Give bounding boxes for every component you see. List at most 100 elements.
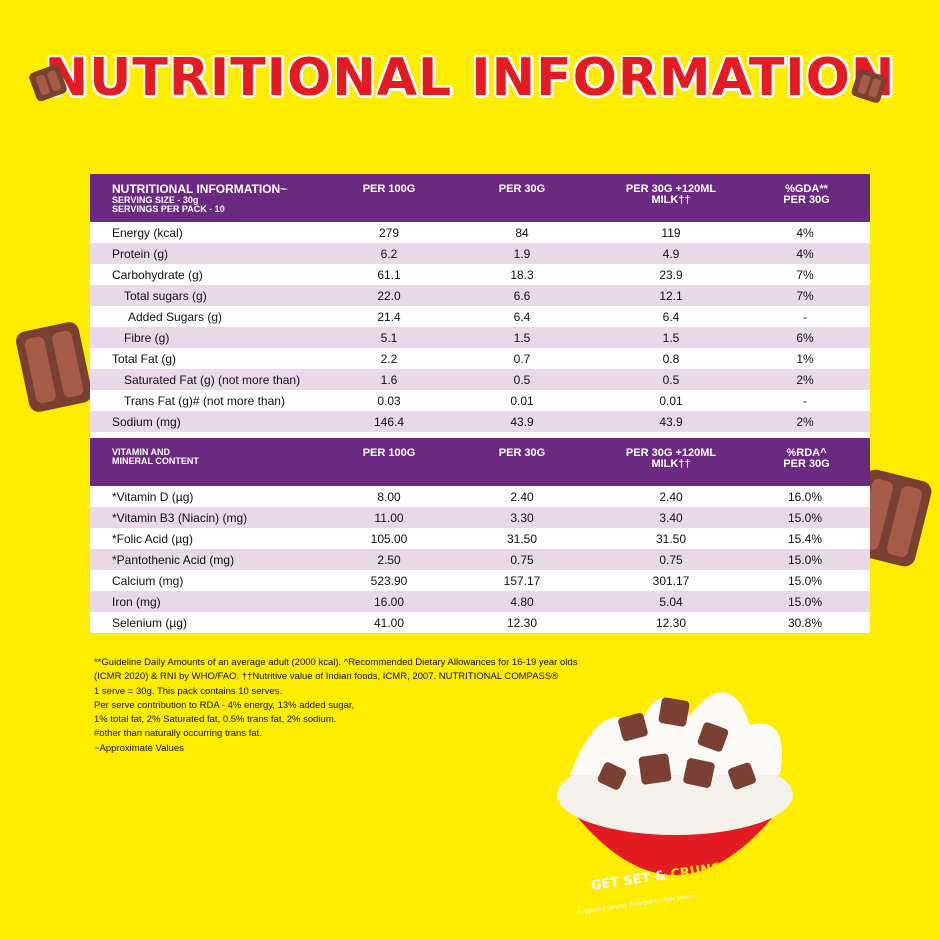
value-gda: 4% — [796, 225, 814, 240]
header-per-30g: PER 30G — [439, 174, 602, 222]
value-gda: - — [803, 393, 807, 408]
cereal-flake-left — [9, 315, 98, 418]
vitamin-label: *Vitamin B3 (Niacin) (mg) — [90, 507, 336, 528]
footnotes: **Guideline Daily Amounts of an average … — [94, 656, 578, 756]
vitamin-label: Selenium (µg) — [112, 615, 187, 630]
value-per-100g: 8.00 — [377, 489, 401, 504]
value-per-30g-milk: 31.50 — [655, 531, 687, 546]
value-per-30g-milk: 5.04 — [602, 591, 740, 612]
value-per-100g: 5.1 — [336, 327, 442, 348]
value-per-100g: 279 — [378, 225, 400, 240]
value-gda: 2% — [740, 411, 870, 432]
vitamin-label: *Vitamin D (µg) — [112, 489, 194, 504]
value-per-30g: 4.80 — [442, 591, 602, 612]
nutrient-label: Protein (g) — [90, 243, 336, 264]
nutrition-row: Added Sugars (g) 21.4 6.4 6.4 - — [90, 306, 870, 327]
value-per-30g-milk: 301.17 — [652, 573, 690, 588]
value-per-30g-milk: 0.01 — [659, 393, 683, 408]
value-per-30g-milk: 4.9 — [602, 243, 740, 264]
vitamin-row: Calcium (mg) 523.90 157.17 301.17 15.0% — [90, 570, 870, 591]
nutrition-header-label: NUTRITIONAL INFORMATION~ SERVING SIZE - … — [90, 174, 336, 222]
value-rda: 15.0% — [740, 591, 870, 612]
value-per-100g: 0.03 — [377, 393, 401, 408]
nutrition-row: Saturated Fat (g) (not more than) 1.6 0.5 0… — [90, 369, 870, 390]
nutrition-row: Total Fat (g) 2.2 0.7 0.8 1% — [90, 348, 870, 369]
value-gda: 2% — [740, 369, 870, 390]
cereal-flake-top-left — [25, 61, 70, 105]
value-per-100g: 21.4 — [377, 309, 401, 324]
value-per-100g: 2.50 — [336, 549, 442, 570]
value-per-30g: 31.50 — [506, 531, 538, 546]
nutrition-table-panel: NUTRITIONAL INFORMATION~ SERVING SIZE - … — [90, 174, 870, 633]
nutrient-label: Sodium (mg) — [90, 411, 336, 432]
value-gda: 4% — [740, 243, 870, 264]
vit-header-per-100g: PER 100G — [333, 438, 442, 486]
nutrient-label: Carbohydrate (g) — [112, 267, 203, 282]
value-per-30g-milk: 0.5 — [602, 369, 740, 390]
value-per-30g-milk: 119 — [661, 225, 681, 240]
vitamin-header-row: VITAMIN AND MINERAL CONTENT PER 100G PER… — [90, 438, 870, 486]
nutrition-row: Carbohydrate (g) 61.1 18.3 23.9 7% — [90, 264, 870, 285]
value-per-30g: 2.40 — [510, 489, 534, 504]
value-per-30g-milk: 6.4 — [662, 309, 680, 324]
value-per-100g: 22.0 — [336, 285, 442, 306]
nutrition-table: NUTRITIONAL INFORMATION~ SERVING SIZE - … — [90, 174, 870, 633]
value-per-30g: 0.5 — [442, 369, 602, 390]
value-gda: 7% — [740, 285, 870, 306]
nutrition-row: Sodium (mg) 146.4 43.9 43.9 2% — [90, 411, 870, 432]
value-gda: 1% — [796, 351, 814, 366]
value-per-100g: 11.00 — [336, 507, 442, 528]
footnote-line: #other than naturally occurring trans fa… — [94, 728, 262, 740]
vitamin-row: *Folic Acid (µg) 105.00 31.50 31.50 15.4% — [90, 528, 870, 549]
value-per-30g: 1.9 — [442, 243, 602, 264]
footnote-line: 1 serve = 30g. This pack contains 10 ser… — [94, 685, 283, 697]
vitamin-label: Calcium (mg) — [112, 573, 184, 588]
value-per-30g: 43.9 — [442, 411, 602, 432]
value-per-30g: 3.30 — [442, 507, 602, 528]
value-gda: 7% — [796, 267, 814, 282]
nutrient-label: Trans Fat (g)# (not more than) — [124, 393, 285, 408]
value-per-100g: 61.1 — [377, 267, 401, 282]
vit-header-per-30g: PER 30G — [439, 438, 602, 486]
value-gda: - — [803, 309, 807, 324]
vitamin-label: *Folic Acid (µg) — [112, 531, 193, 546]
vitamin-row: Selenium (µg) 41.00 12.30 12.30 30.8% — [90, 612, 870, 633]
footnote-line: ~Approximate Values — [94, 742, 184, 754]
value-gda: 6% — [740, 327, 870, 348]
value-rda: 16.0% — [787, 489, 823, 504]
nutrient-label: Energy (kcal) — [112, 225, 183, 240]
value-per-100g: 105.00 — [370, 531, 408, 546]
nutrient-label: Added Sugars (g) — [128, 309, 223, 324]
footnote-line: (ICMR 2020) & RNI by WHO/FAO. ††Nutritiv… — [94, 671, 559, 683]
value-per-30g-milk: 23.9 — [659, 267, 683, 282]
value-per-30g-milk: 12.30 — [655, 615, 687, 630]
nutrition-row: Fibre (g) 5.1 1.5 1.5 6% — [90, 327, 870, 348]
value-per-100g: 41.00 — [373, 615, 405, 630]
value-rda: 30.8% — [787, 615, 823, 630]
value-rda: 15.0% — [787, 573, 823, 588]
value-per-30g: 6.6 — [442, 285, 602, 306]
value-rda: 15.0% — [740, 507, 870, 528]
vitamin-row: *Pantothenic Acid (mg) 2.50 0.75 0.75 15.0% — [90, 549, 870, 570]
value-per-30g-milk: 43.9 — [602, 411, 740, 432]
nutrition-row: Trans Fat (g)# (not more than) 0.03 0.01 0.… — [90, 390, 870, 411]
value-per-30g-milk: 3.40 — [602, 507, 740, 528]
vitamin-label: Iron (mg) — [90, 591, 336, 612]
value-per-30g: 6.4 — [513, 309, 531, 324]
value-rda: 15.4% — [787, 531, 823, 546]
footnote-line: **Guideline Daily Amounts of an average … — [94, 657, 578, 668]
vitamin-row: *Vitamin B3 (Niacin) (mg) 11.00 3.30 3.40 15… — [90, 507, 870, 528]
value-per-100g: 16.00 — [336, 591, 442, 612]
header-per-100g: PER 100G — [333, 174, 442, 222]
vitamin-header-label: VITAMIN AND MINERAL CONTENT — [90, 438, 336, 486]
cereal-flake-top-right — [848, 66, 890, 107]
value-per-100g: 1.6 — [336, 369, 442, 390]
vitamin-row: *Vitamin D (µg) 8.00 2.40 2.40 16.0% — [90, 486, 870, 507]
value-per-30g-milk: 12.1 — [602, 285, 740, 306]
value-per-30g: 0.75 — [442, 549, 602, 570]
header-per-30g-milk: PER 30G +120ML MILK†† — [599, 174, 740, 222]
value-per-30g-milk: 2.40 — [659, 489, 683, 504]
footnote-line: Per serve contribution to RDA - 4% energ… — [94, 699, 355, 711]
vitamin-label: *Pantothenic Acid (mg) — [90, 549, 336, 570]
cereal-bowl-image — [540, 655, 810, 930]
